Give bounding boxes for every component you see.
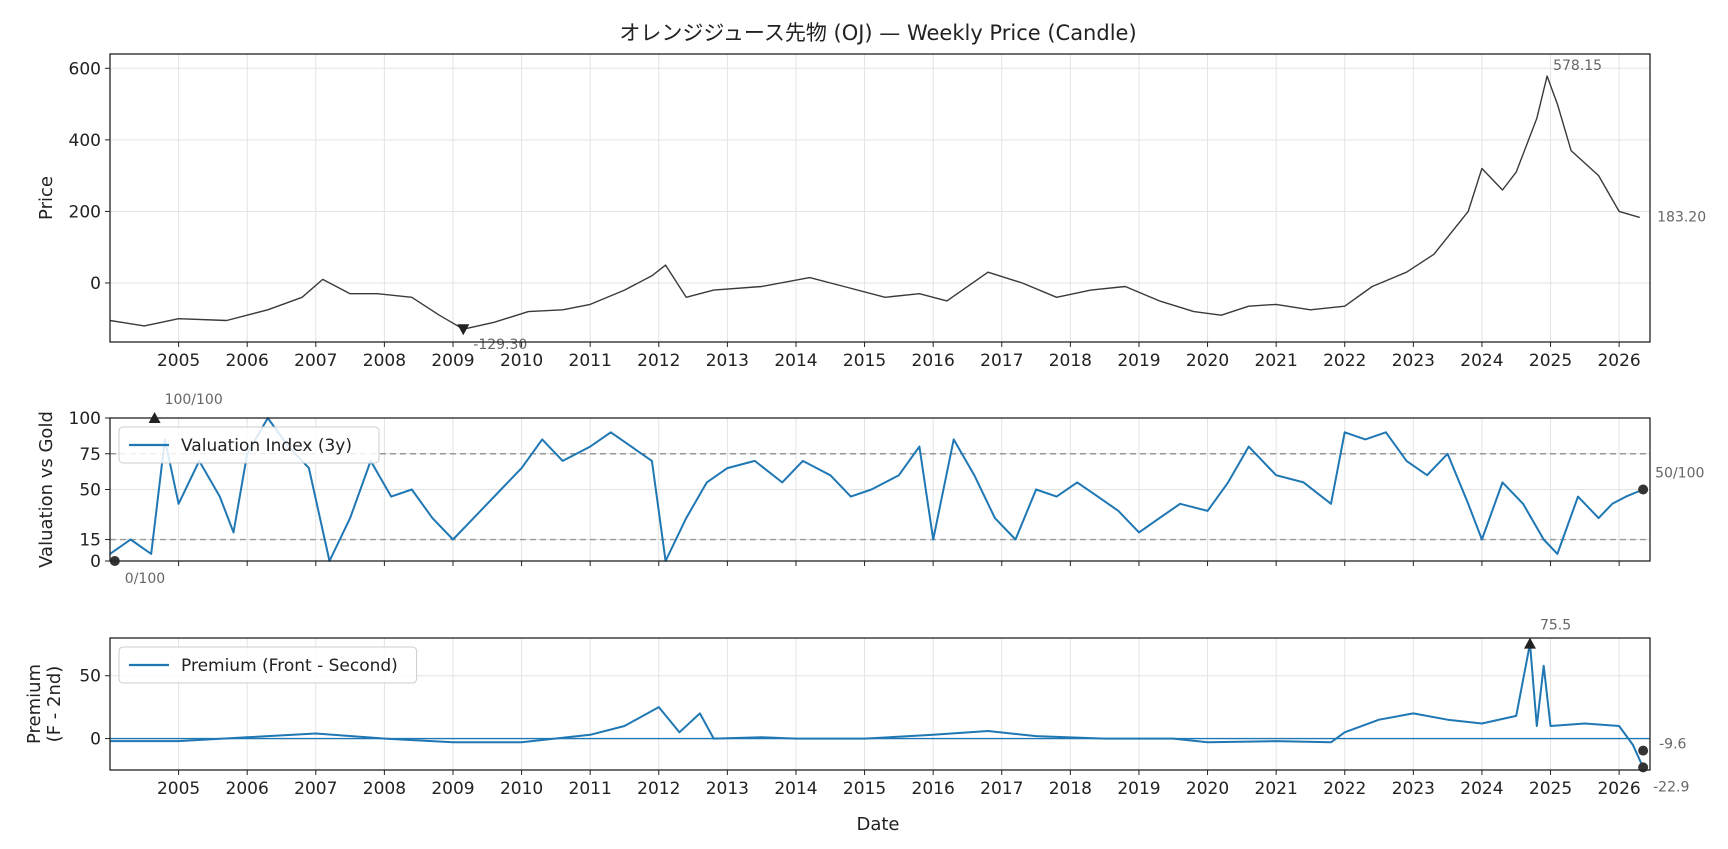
- series-line: [110, 642, 1645, 768]
- x-tick-label: 2024: [1460, 351, 1503, 371]
- annotation-label: 75.5: [1540, 618, 1571, 634]
- y-axis-label: Valuation vs Gold: [36, 411, 57, 568]
- x-tick-label: 2015: [843, 351, 886, 371]
- x-tick-label: 2023: [1392, 779, 1435, 799]
- panel-valuation: 015 50 75 100 100/100 0/100 50/100 Valuation vs…: [36, 392, 1704, 587]
- x-tick-label: 2012: [637, 779, 680, 799]
- legend-box: [118, 426, 380, 464]
- x-tick-label: 2005: [157, 351, 200, 371]
- x-tick-label: 2018: [1049, 351, 1092, 371]
- marker-circle: [1638, 762, 1649, 773]
- x-tick-label: 2017: [980, 779, 1023, 799]
- y-tick-label: 600: [69, 59, 101, 79]
- x-tick-label: 2019: [1117, 351, 1160, 371]
- x-tick-label: 2006: [226, 779, 269, 799]
- x-tick-label: 2009: [431, 351, 474, 371]
- x-tick-label: 2016: [912, 779, 955, 799]
- x-tick-label: 2010: [500, 779, 543, 799]
- marker-triangle-up: [1523, 637, 1536, 649]
- x-tick-label: 2024: [1460, 779, 1503, 799]
- marker-triangle-down: [457, 324, 470, 336]
- annotation-label: -9.6: [1659, 737, 1686, 753]
- x-tick-label: 2011: [569, 351, 612, 371]
- y-tick-label: 200: [69, 202, 101, 222]
- y-axis-label: Premium(F - 2nd): [24, 664, 65, 744]
- panel-premium: 2005 2006 2007 2008 2009 2010 2011 2012 2013 2014…: [24, 618, 1689, 799]
- y-tick-label: 0: [90, 274, 101, 294]
- legend-label: Valuation Index (3y): [181, 436, 352, 456]
- x-tick-label: 2022: [1323, 779, 1366, 799]
- panel-price: 2005 2006 2007 2008 2009 2010 2011 2012 2013 2014…: [36, 53, 1706, 371]
- series-line: [109, 75, 1640, 330]
- x-tick-label: 2021: [1255, 351, 1298, 371]
- annotation-label: -129.30: [473, 337, 527, 353]
- legend-label: Premium (Front - Second): [181, 656, 398, 676]
- x-tick-label: 2020: [1186, 779, 1229, 799]
- x-tick-label: 2017: [980, 351, 1023, 371]
- x-tick-label: 2019: [1117, 779, 1160, 799]
- x-tick-label: 2011: [569, 779, 612, 799]
- x-tick-label: 2005: [157, 779, 200, 799]
- x-tick-label: 2012: [637, 351, 680, 371]
- annotation-label: 100/100: [165, 392, 223, 408]
- x-tick-label: 2013: [706, 351, 749, 371]
- chart-title: オレンジジュース先物 (OJ) — Weekly Price (Candle): [619, 21, 1136, 45]
- axes-frame: [109, 417, 1651, 562]
- y-tick-label: 0: [90, 552, 101, 572]
- x-tick-label: 2006: [226, 351, 269, 371]
- annotation-label: 50/100: [1655, 466, 1704, 482]
- x-tick-label: 2023: [1392, 351, 1435, 371]
- marker-circle: [1638, 745, 1649, 756]
- annotation-label: 578.15: [1553, 58, 1602, 74]
- x-tick-label: 2014: [774, 779, 817, 799]
- axes-frame: [109, 637, 1651, 771]
- x-tick-label: 2020: [1186, 351, 1229, 371]
- x-tick-label: 2009: [431, 779, 474, 799]
- x-tick-label: 2010: [500, 351, 543, 371]
- y-tick-label: 75: [79, 445, 101, 465]
- y-tick-label: 100: [69, 409, 101, 429]
- x-tick-label: 2026: [1597, 779, 1640, 799]
- x-tick-label: 2025: [1529, 351, 1572, 371]
- y-tick-label: 50: [79, 667, 101, 687]
- y-axis-label: Price: [36, 176, 57, 220]
- annotation-label: 183.20: [1657, 209, 1706, 225]
- x-tick-label: 2021: [1255, 779, 1298, 799]
- y-tick-label: 400: [69, 131, 101, 151]
- y-tick-label: 15: [79, 531, 101, 551]
- annotation-label: -22.9: [1653, 779, 1689, 795]
- x-tick-label: 2013: [706, 779, 749, 799]
- x-tick-label: 2018: [1049, 779, 1092, 799]
- x-tick-label: 2016: [912, 351, 955, 371]
- y-tick-label: 50: [79, 481, 101, 501]
- y-tick-label: 0: [90, 730, 101, 750]
- series-line: [109, 417, 1644, 562]
- x-tick-label: 2026: [1597, 351, 1640, 371]
- x-tick-label: 2025: [1529, 779, 1572, 799]
- x-tick-label: 2022: [1323, 351, 1366, 371]
- x-tick-label: 2007: [294, 779, 337, 799]
- annotation-label: 0/100: [125, 571, 165, 587]
- x-tick-label: 2008: [363, 351, 406, 371]
- marker-circle: [1638, 484, 1649, 495]
- x-tick-label: 2007: [294, 351, 337, 371]
- x-tick-label: 2008: [363, 779, 406, 799]
- x-tick-label: 2014: [774, 351, 817, 371]
- axes-frame: [109, 53, 1651, 343]
- x-axis-label: Date: [856, 814, 899, 835]
- x-tick-label: 2015: [843, 779, 886, 799]
- legend-box: [118, 646, 418, 684]
